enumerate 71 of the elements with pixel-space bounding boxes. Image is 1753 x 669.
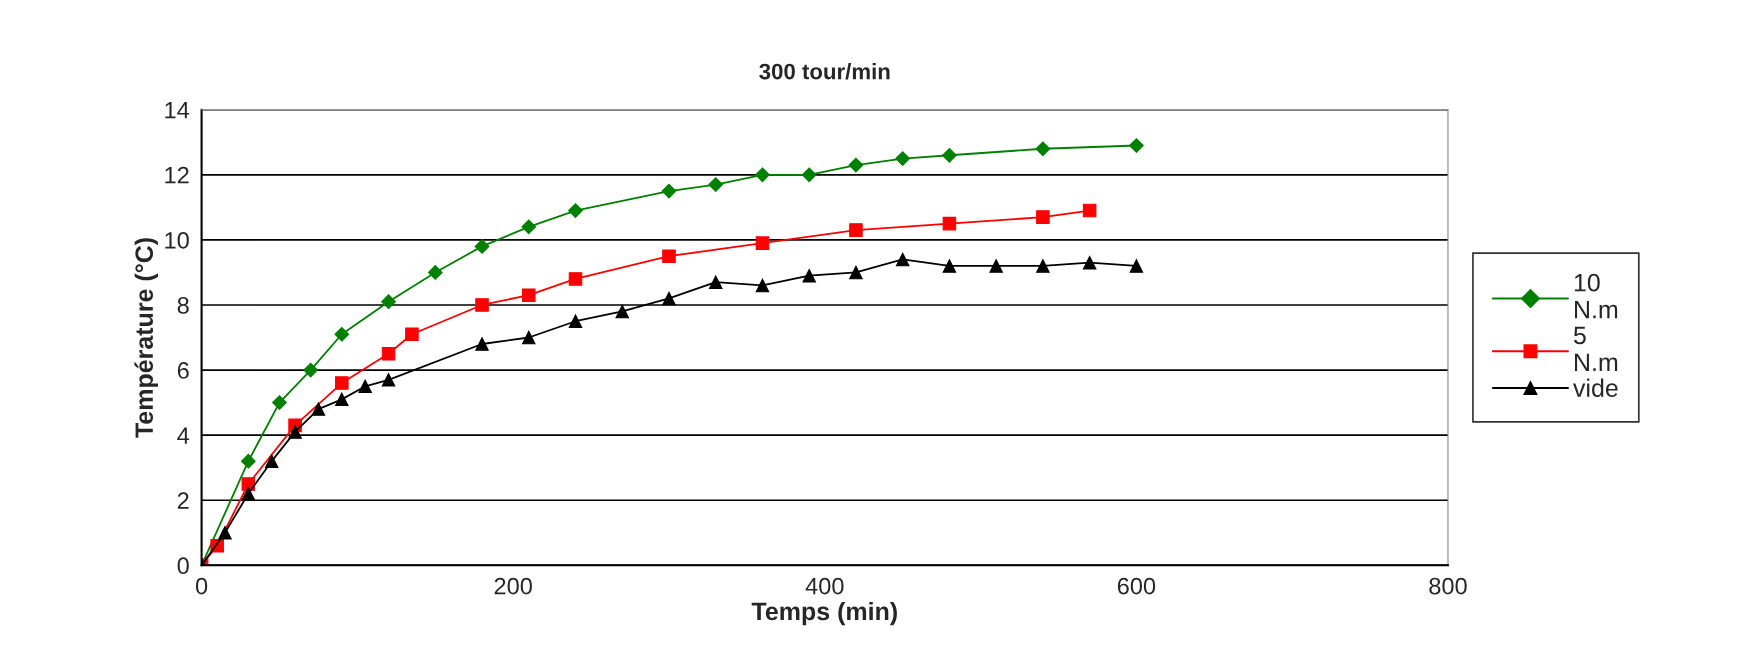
- x-tick-label: 400: [805, 577, 844, 595]
- chart-title: 300 tour/min: [759, 63, 890, 80]
- point: [1082, 203, 1097, 218]
- point: [755, 236, 770, 250]
- point: [708, 275, 723, 289]
- y-tick-label: 8: [177, 297, 189, 314]
- point: [522, 330, 536, 345]
- x-tick-label: 800: [1429, 577, 1467, 595]
- point: [240, 453, 256, 469]
- y-tick-label: 14: [165, 102, 190, 119]
- x-tick-label: 0: [195, 577, 208, 595]
- point: [662, 291, 676, 306]
- point: [381, 294, 396, 310]
- point: [568, 203, 583, 218]
- point: [427, 265, 443, 280]
- point: [334, 326, 350, 342]
- point: [568, 272, 583, 286]
- point: [474, 239, 490, 254]
- point: [521, 219, 537, 235]
- legend-label: vide: [1573, 378, 1618, 397]
- point: [942, 147, 957, 163]
- point: [662, 249, 676, 263]
- point: [522, 288, 536, 302]
- point: [1035, 141, 1051, 157]
- y-tick-label: 12: [165, 166, 189, 184]
- point: [895, 252, 910, 267]
- point: [218, 525, 232, 540]
- point: [405, 327, 419, 342]
- point: [849, 223, 863, 237]
- x-tick-label: 600: [1117, 577, 1156, 595]
- point: [475, 298, 489, 312]
- point: [849, 265, 863, 280]
- point: [708, 177, 724, 192]
- legend-label: 10 N.m: [1574, 273, 1618, 319]
- point: [241, 486, 256, 501]
- point: [1036, 259, 1050, 273]
- point: [303, 362, 319, 378]
- x-axis-title: Temps (min): [751, 601, 897, 626]
- point: [801, 167, 817, 183]
- point: [1082, 255, 1097, 270]
- point: [755, 167, 770, 183]
- point: [895, 151, 911, 166]
- point: [942, 259, 957, 273]
- point: [989, 259, 1003, 273]
- point: [335, 376, 349, 390]
- point: [272, 395, 287, 410]
- point: [942, 216, 957, 231]
- point: [335, 392, 349, 407]
- point: [381, 347, 396, 361]
- y-tick-label: 4: [177, 427, 190, 444]
- y-tick-label: 2: [177, 492, 189, 509]
- point: [568, 314, 583, 329]
- point: [615, 304, 630, 319]
- point: [755, 278, 770, 293]
- y-tick-label: 6: [177, 362, 189, 379]
- point: [358, 379, 372, 394]
- point: [848, 157, 864, 173]
- point: [1036, 210, 1050, 224]
- point: [288, 425, 302, 439]
- point: [381, 373, 396, 387]
- point: [311, 402, 326, 416]
- point: [661, 183, 677, 199]
- point: [802, 268, 816, 283]
- y-axis-title: Température (°C): [134, 238, 158, 438]
- y-tick-label: 10: [165, 231, 189, 249]
- point: [264, 454, 279, 468]
- x-tick-label: 200: [494, 577, 532, 595]
- point: [1128, 138, 1144, 153]
- point: [475, 337, 489, 351]
- point: [1129, 259, 1144, 273]
- y-tick-label: 0: [177, 557, 189, 575]
